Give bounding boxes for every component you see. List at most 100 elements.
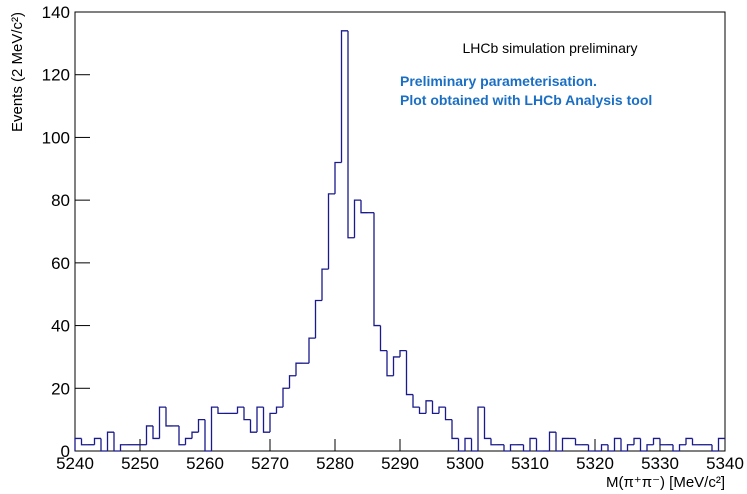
histogram-bin — [639, 438, 647, 452]
histogram-bin — [535, 438, 543, 452]
histogram-bin — [314, 299, 322, 339]
y-axis-label: Events (2 MeV/c²) — [9, 12, 26, 132]
histogram-bin — [451, 419, 459, 440]
histogram-bin — [412, 394, 420, 408]
histogram-bin — [483, 407, 491, 440]
histogram-bin — [561, 437, 569, 451]
histogram-bin — [418, 407, 426, 415]
histogram-bin — [490, 438, 498, 446]
x-tick-label: 5260 — [186, 454, 224, 473]
histogram-bin — [503, 444, 511, 452]
histogram-bin — [113, 432, 121, 452]
histogram-bin — [425, 400, 433, 414]
histogram-bin — [672, 444, 680, 452]
histogram-bin — [184, 437, 192, 445]
x-tick-label: 5330 — [641, 454, 679, 473]
histogram-bin — [327, 193, 335, 270]
histogram-bin — [100, 438, 108, 452]
histogram-bin — [444, 407, 452, 421]
annotation: Preliminary parameterisation. — [400, 73, 597, 89]
histogram-bin — [555, 432, 563, 452]
histogram-bin — [379, 325, 387, 352]
histogram-bin — [191, 431, 199, 439]
histogram-bin — [431, 400, 439, 415]
histogram-bin — [711, 444, 719, 452]
histogram-bin — [574, 438, 582, 446]
y-tick-label: 120 — [42, 66, 70, 85]
histogram-bin — [152, 425, 160, 440]
y-tick-label: 0 — [61, 442, 70, 461]
histogram-bin — [457, 438, 465, 452]
y-tick-label: 140 — [42, 3, 70, 22]
histogram-bin — [633, 437, 641, 445]
histogram-bin — [80, 438, 88, 446]
histogram-bin — [269, 412, 277, 433]
histogram-bin — [607, 444, 615, 452]
histogram-bin — [210, 406, 218, 451]
histogram-bin — [509, 444, 517, 451]
histogram-bin — [243, 407, 251, 421]
histogram-bin — [93, 437, 101, 445]
annotation: LHCb simulation preliminary — [462, 40, 637, 56]
x-tick-label: 5310 — [511, 454, 549, 473]
histogram-bin — [165, 407, 173, 427]
histogram-bin — [217, 407, 225, 415]
histogram-bin — [282, 387, 290, 408]
x-tick-label: 5250 — [121, 454, 159, 473]
histogram-bin — [373, 212, 381, 327]
x-tick-label: 5300 — [446, 454, 484, 473]
annotation: Plot obtained with LHCb Analysis tool — [400, 92, 652, 108]
histogram-bin — [717, 437, 725, 451]
histogram-bin — [295, 362, 303, 376]
x-axis-label: M(π⁺π⁻) [MeV/c²] — [606, 474, 725, 491]
histogram-bin — [119, 444, 127, 451]
histogram-bin — [106, 431, 114, 451]
histogram-bin — [197, 418, 205, 433]
y-tick-label: 20 — [51, 379, 70, 398]
histogram-bin — [691, 438, 699, 446]
y-tick-label: 60 — [51, 254, 70, 273]
histogram-bin — [620, 438, 628, 452]
histogram-bin — [288, 375, 296, 389]
histogram-bin — [178, 425, 186, 446]
histogram-bin — [360, 200, 368, 214]
histogram-bin — [236, 406, 244, 414]
histogram-bin — [275, 406, 283, 414]
histogram-bin — [522, 444, 530, 452]
x-tick-label: 5290 — [381, 454, 419, 473]
histogram-bin — [659, 438, 667, 446]
histogram-bin — [438, 406, 446, 414]
histogram-bin — [548, 431, 556, 451]
histogram-bin — [399, 350, 407, 357]
histogram-bin — [334, 161, 342, 194]
histogram-bin — [678, 444, 686, 451]
histogram-bin — [347, 30, 355, 239]
histogram-bin — [340, 30, 348, 163]
x-tick-label: 5270 — [251, 454, 289, 473]
x-tick-label: 5240 — [56, 454, 94, 473]
histogram-bin — [626, 444, 634, 451]
histogram-bin — [249, 419, 257, 433]
histogram-bin — [529, 437, 537, 451]
histogram-bin — [74, 437, 82, 451]
histogram-bin — [652, 437, 660, 445]
histogram-bin — [386, 350, 394, 377]
histogram-bin — [685, 437, 693, 445]
y-tick-label: 80 — [51, 191, 70, 210]
histogram-bin — [145, 425, 153, 445]
histogram-bin — [262, 407, 270, 433]
histogram-bin — [392, 356, 400, 376]
histogram-bin — [646, 444, 654, 451]
y-tick-label: 100 — [42, 128, 70, 147]
x-tick-label: 5280 — [316, 454, 354, 473]
histogram-bin — [464, 437, 472, 451]
histogram-bin — [308, 337, 316, 364]
histogram-bin — [613, 437, 621, 451]
histogram-bin — [353, 199, 361, 238]
histogram-bin — [204, 419, 212, 452]
x-tick-label: 5340 — [706, 454, 744, 473]
histogram-bin — [256, 406, 264, 433]
y-tick-label: 40 — [51, 317, 70, 336]
